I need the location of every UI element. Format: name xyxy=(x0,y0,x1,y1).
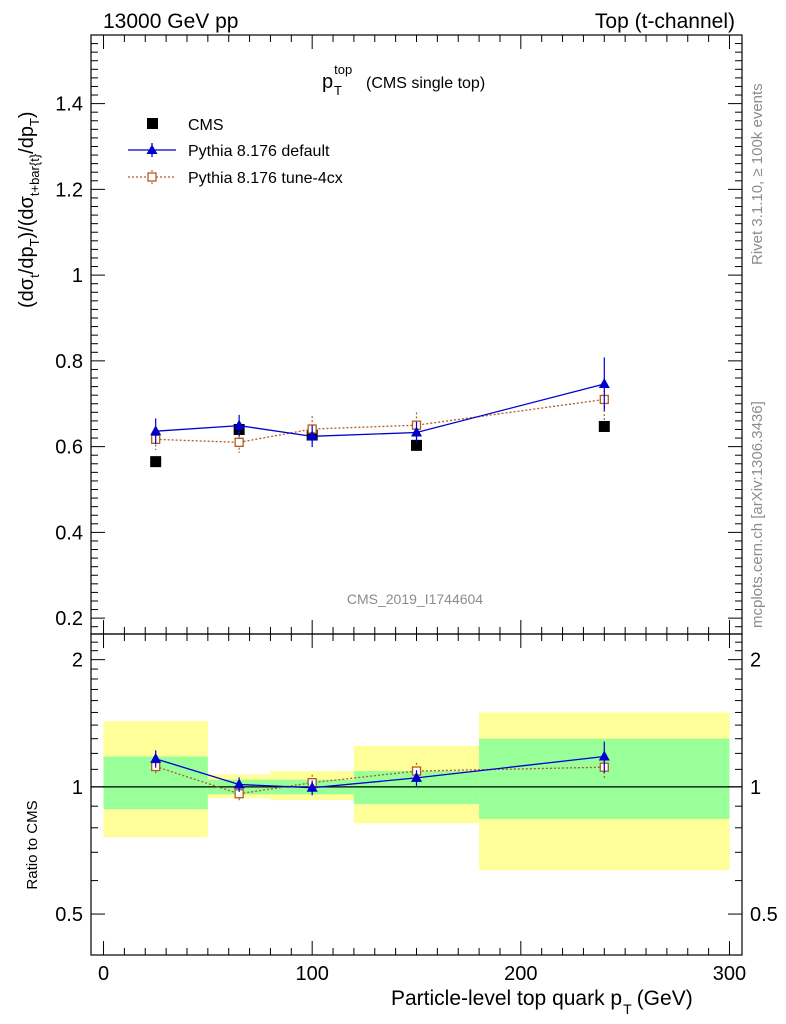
title-sub: T xyxy=(334,83,342,98)
ylabel-part-3: T xyxy=(27,238,42,246)
legend-label-cms: CMS xyxy=(188,117,224,134)
xtick-label: 100 xyxy=(295,963,328,985)
xlabel: Particle-level top quark pT (GeV) xyxy=(391,987,693,1017)
xlabel-sub: T xyxy=(623,1001,632,1017)
cms-point xyxy=(411,439,422,451)
ylabel-part-1: t xyxy=(27,274,42,278)
rivet-label: Rivet 3.1.10, ≥ 100k events xyxy=(749,83,766,265)
ratio-ytick-label-right: 1 xyxy=(750,777,761,799)
title-sup: top xyxy=(334,62,352,77)
main-ytick-label: 0.4 xyxy=(55,522,83,544)
main-ytick-label: 0.2 xyxy=(55,608,83,630)
legend-marker-cms xyxy=(147,118,158,129)
process-label: Top (t-channel) xyxy=(595,10,735,33)
xtick-label: 300 xyxy=(713,963,746,985)
default-main-point xyxy=(150,425,162,436)
legend: CMS Pythia 8.176 default Pythia 8.176 tu… xyxy=(128,117,343,187)
default-ratio-point xyxy=(598,750,610,761)
tune-main-point xyxy=(234,437,244,447)
main-ytick-label: 1 xyxy=(72,265,83,287)
legend-marker-default xyxy=(146,144,158,154)
main-ytick-label: 1.4 xyxy=(55,94,83,116)
ylabel-part-4: )/(dσ xyxy=(16,195,38,238)
default-main-point xyxy=(411,426,422,437)
default-main-point xyxy=(306,430,318,441)
default-main-point xyxy=(598,378,610,389)
energy-label: 13000 GeV pp xyxy=(103,10,238,33)
legend-label-default: Pythia 8.176 default xyxy=(188,143,330,160)
ratio-ytick-label-right: 0.5 xyxy=(750,904,778,926)
main-ylabel: (dσt/dpT)/(dσt+bar{t}/dpT) xyxy=(16,111,42,308)
axes: 0.2 0.4 0.6 0.8 1 1.2 1.4 0.5 0.5 1 1 2 2 0 100 200 300 xyxy=(55,34,778,985)
ratio-ytick-label-left: 0.5 xyxy=(55,904,83,926)
ylabel-part-2: /dp xyxy=(16,246,38,274)
main-ytick-label: 0.6 xyxy=(55,437,83,459)
default-ratio-point xyxy=(411,771,422,782)
mcplots-label: mcplots.cern.ch [arXiv:1306.3436] xyxy=(749,401,766,628)
default-ratio-point xyxy=(306,781,318,792)
main-ytick-label: 0.8 xyxy=(55,351,83,373)
ratio-bands xyxy=(103,712,730,871)
xtick-label: 0 xyxy=(98,963,109,985)
ratio-ytick-label-left: 2 xyxy=(72,650,83,672)
ylabel-part-0: (dσ xyxy=(16,277,38,308)
ylabel-part-5: t+bar{t} xyxy=(27,153,42,196)
default-main-line xyxy=(155,383,605,437)
ylabel-part-6: /dp xyxy=(16,126,38,154)
default-main-point xyxy=(233,419,245,430)
xlabel-main: Particle-level top quark p xyxy=(391,987,622,1010)
analysis-watermark: CMS_2019_I1744604 xyxy=(347,591,483,607)
title-extra: (CMS single top) xyxy=(366,75,485,92)
ylabel-part-7: T xyxy=(27,118,42,126)
legend-label-tune: Pythia 8.176 tune-4cx xyxy=(188,170,343,187)
default-ratio-point xyxy=(150,752,162,763)
legend-marker-tune xyxy=(147,172,157,182)
xtick-label: 200 xyxy=(504,963,537,985)
ratio-ytick-label-right: 2 xyxy=(750,650,761,672)
plot-title: ptop T (CMS single top) xyxy=(322,62,485,98)
xlabel-unit: (GeV) xyxy=(637,987,693,1010)
title-main: p xyxy=(322,71,333,93)
default-ratio-point xyxy=(233,778,245,789)
cms-point xyxy=(598,420,610,432)
tune-main-line xyxy=(155,398,605,443)
ratio-ylabel: Ratio to CMS xyxy=(24,800,41,889)
cms-point xyxy=(150,456,162,468)
ylabel-part-8: ) xyxy=(16,111,38,118)
main-ytick-label: 1.2 xyxy=(55,179,83,201)
series-layer xyxy=(150,357,610,802)
ratio-ytick-label-left: 1 xyxy=(72,777,83,799)
